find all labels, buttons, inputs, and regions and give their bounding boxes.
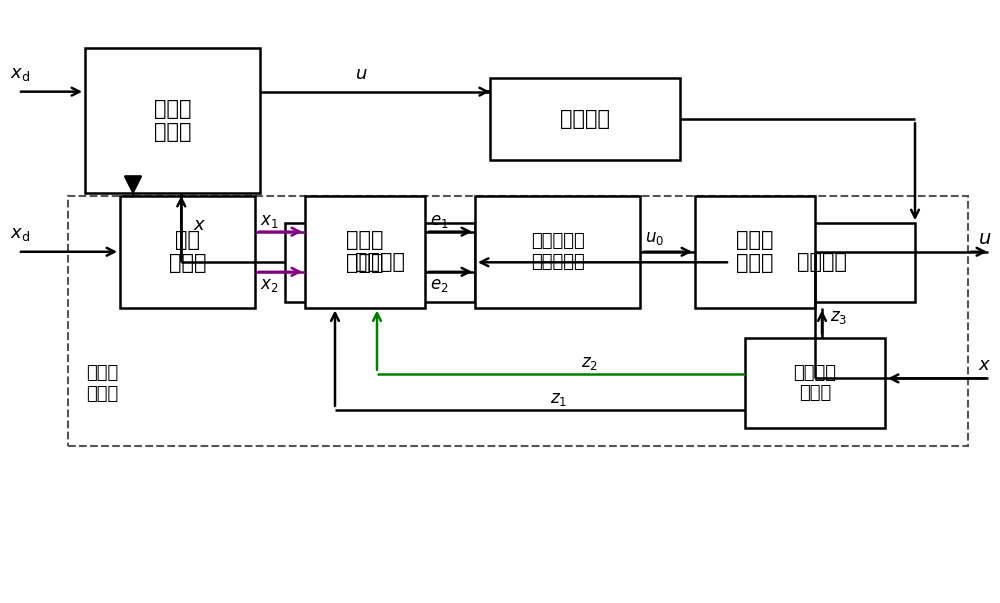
Text: $z_2$: $z_2$ xyxy=(581,354,598,372)
Text: $x$: $x$ xyxy=(193,216,207,233)
Text: $x_1$: $x_1$ xyxy=(260,212,279,230)
Bar xyxy=(745,338,885,428)
Bar xyxy=(475,196,640,308)
Text: $z_1$: $z_1$ xyxy=(550,390,567,408)
Bar xyxy=(305,196,425,308)
Text: 直线电机: 直线电机 xyxy=(798,252,848,273)
Text: 传感模块: 传感模块 xyxy=(355,252,405,273)
Text: 分数阶
控制器: 分数阶 控制器 xyxy=(86,364,118,403)
Text: $e_2$: $e_2$ xyxy=(430,276,448,294)
Text: 分数阶比例
微分控制器: 分数阶比例 微分控制器 xyxy=(531,232,584,271)
Bar xyxy=(68,196,968,446)
Text: $x$: $x$ xyxy=(978,356,991,374)
Text: $x_2$: $x_2$ xyxy=(260,276,279,294)
Text: $u$: $u$ xyxy=(355,65,368,83)
Bar xyxy=(730,223,915,302)
Bar xyxy=(120,196,255,308)
Text: 第二作
差模块: 第二作 差模块 xyxy=(736,230,774,273)
Text: 驱动模块: 驱动模块 xyxy=(560,109,610,129)
Bar xyxy=(85,48,260,193)
Text: $z_3$: $z_3$ xyxy=(830,308,847,326)
Text: $x_{\mathrm{d}}$: $x_{\mathrm{d}}$ xyxy=(10,65,30,83)
Text: $u$: $u$ xyxy=(978,229,991,248)
Bar xyxy=(285,223,475,302)
Text: $x_{\mathrm{d}}$: $x_{\mathrm{d}}$ xyxy=(10,225,30,242)
Text: 第一作
差模块: 第一作 差模块 xyxy=(346,230,384,273)
Text: 扩张状态
观测器: 扩张状态 观测器 xyxy=(794,364,836,402)
Text: $e_1$: $e_1$ xyxy=(430,212,449,230)
Text: $u_0$: $u_0$ xyxy=(645,230,664,247)
Text: 跟踪
微分器: 跟踪 微分器 xyxy=(169,230,206,273)
Bar xyxy=(695,196,815,308)
Text: 分数阶
控制器: 分数阶 控制器 xyxy=(154,99,191,142)
Bar xyxy=(490,78,680,160)
